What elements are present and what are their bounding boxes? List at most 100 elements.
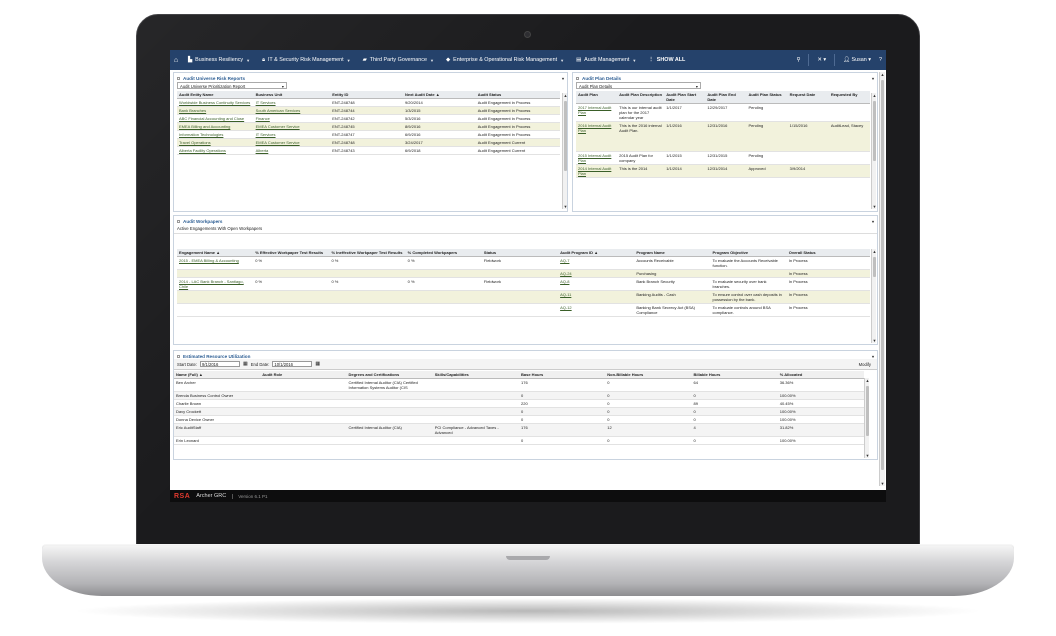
scrollbar[interactable]: ▲ ▼ [871,249,876,343]
scrollbar[interactable]: ▲ ▼ [864,378,869,458]
col-header[interactable]: Audit Plan End Date [705,91,747,104]
panel-menu-icon[interactable]: ▾ [871,75,874,81]
program-link[interactable]: AQ-24 [558,269,635,278]
col-header[interactable]: Entity ID [330,91,403,99]
start-date-input[interactable]: 9/1/2016 [200,361,241,367]
panel-toggle-icon[interactable] [177,76,180,80]
panel-toggle-icon[interactable] [576,76,579,80]
col-header[interactable]: Non-Billable Hours [605,371,692,379]
col-header[interactable]: Overall Status [786,249,870,257]
user-menu[interactable]: 👤︎ Susan ▾ [843,57,871,63]
scroll-up-icon[interactable]: ▲ [872,93,877,98]
col-header[interactable]: % Completed Workpapers [405,249,482,257]
col-header[interactable]: Base Hours [519,371,606,379]
col-header[interactable]: % Allocated [777,371,864,379]
entity-link[interactable]: Information Technologies [177,130,254,139]
scroll-up-icon[interactable]: ▲ [872,249,877,254]
scroll-down-icon[interactable]: ▼ [563,204,568,209]
scroll-up-icon[interactable]: ▲ [880,72,885,77]
col-header[interactable]: Request Date [787,91,829,104]
scrollbar[interactable]: ▲ ▼ [871,93,876,209]
home-icon[interactable]: ⌂ [173,56,179,64]
program-link[interactable]: AQ-11 [558,290,635,304]
nav-enterprise-risk[interactable]: ◆ Enterprise & Operational Risk Manageme… [440,57,570,63]
plan-link[interactable]: 2015 Internal Audit Plan [576,151,618,165]
panel-menu-icon[interactable]: ▾ [871,218,874,224]
search-icon[interactable]: ⚲ [796,57,801,63]
col-header[interactable]: Degrees and Certifications [346,371,433,379]
scroll-thumb[interactable] [881,80,884,470]
col-header[interactable]: Audit Role [260,371,347,379]
scroll-down-icon[interactable]: ▼ [865,453,870,458]
unit-link[interactable]: IT Services [253,98,331,107]
program-link[interactable]: AQ-8 [558,277,635,291]
scroll-thumb[interactable] [564,101,567,171]
program-link[interactable]: AQ-12 [558,303,635,317]
col-header[interactable]: Next Audit Date ▲ [402,91,476,99]
col-header[interactable]: Audit Program ID ▲ [558,249,635,257]
nav-it-security[interactable]: 🔒︎ IT & Security Risk Management ▼ [256,57,357,64]
col-header[interactable]: Status [481,249,559,257]
modify-link[interactable]: Modify [858,361,871,367]
program-link[interactable]: AQ-7 [558,256,635,270]
entity-link[interactable]: Travel Operations [177,138,254,147]
show-all-button[interactable]: ⋮ SHOW ALL [642,57,691,63]
nav-audit-management[interactable]: ▤ Audit Management ▼ [570,57,642,63]
calendar-icon[interactable]: ▦ [243,361,248,367]
col-header[interactable]: % Effective Workpaper Test Results [253,249,330,257]
engagement-link[interactable]: 2014 - LAC Bank Branch - Santiago, Chile [177,277,254,291]
entity-link[interactable]: ABC Financial Accounting and Close [177,114,254,123]
plan-link[interactable]: 2016 Internal Audit Plan [576,121,618,152]
col-header[interactable]: Audit Plan Start Date [664,91,706,104]
scroll-up-icon[interactable]: ▲ [563,93,568,98]
unit-link[interactable]: Finance [253,114,331,123]
panel-toggle-icon[interactable] [177,219,180,223]
scroll-down-icon[interactable]: ▼ [880,481,885,486]
col-header[interactable]: Program Name [634,249,711,257]
col-header[interactable]: Audit Plan Description [617,91,665,104]
end-date-input[interactable]: 10/1/2016 [272,361,313,367]
col-header[interactable]: Business Unit [253,91,331,99]
unit-link[interactable]: EMEA Customer Service [253,138,331,147]
scroll-up-icon[interactable]: ▲ [865,378,870,383]
scroll-thumb[interactable] [873,101,876,161]
panel-toggle-icon[interactable] [177,354,180,358]
report-select[interactable]: Audit Universe Prioritization Report ▾ [177,82,287,89]
unit-link[interactable]: Alberta [253,146,331,155]
col-header[interactable]: Audit Plan [576,91,618,104]
scroll-down-icon[interactable]: ▼ [872,204,877,209]
plan-select[interactable]: Audit Plan Details ▾ [576,82,701,89]
col-header[interactable]: Name (Full) ▲ [174,371,261,379]
col-header[interactable]: Engagement Name ▲ [177,249,254,257]
panel-menu-icon[interactable]: ▾ [561,75,564,81]
col-header[interactable]: Audit Entity Name [177,91,254,99]
scroll-down-icon[interactable]: ▼ [872,338,877,343]
unit-link[interactable]: EMEA Customer Service [253,122,331,131]
col-header[interactable]: Billable Hours [691,371,778,379]
plan-link[interactable]: 2014 Internal Audit Plan [576,164,618,178]
scroll-thumb[interactable] [873,257,876,277]
col-header[interactable]: % Ineffective Workpaper Test Results [329,249,406,257]
calendar-icon[interactable]: ▦ [315,361,321,367]
scroll-thumb[interactable] [866,386,869,436]
entity-link[interactable]: EMEA Billing and Accounting [177,122,254,131]
entity-link[interactable]: Worldwide Business Continuity Services [177,98,254,107]
col-header[interactable]: Skills/Capabilities [432,371,519,379]
col-header[interactable]: Audit Plan Status [746,91,788,104]
col-header[interactable]: Audit Status [475,91,560,99]
col-header[interactable]: Requested By [828,91,870,104]
unit-link[interactable]: IT Services [253,130,331,139]
page-scrollbar[interactable]: ▲ ▼ [879,72,885,486]
panel-menu-icon[interactable]: ▾ [871,353,874,359]
col-header[interactable]: Program Objective [710,249,787,257]
plan-link[interactable]: 2017 Internal Audit Plan [576,103,618,122]
nav-business-resiliency[interactable]: ▙ Business Resiliency ▼ [182,57,256,63]
tools-icon[interactable]: ✕ ▾ [817,57,827,63]
help-icon[interactable]: ? [879,57,882,63]
entity-link[interactable]: Bank Branches [177,106,254,115]
nav-third-party[interactable]: ▰ Third Party Governance ▼ [357,57,440,63]
unit-link[interactable]: South American Services [253,106,331,115]
scrollbar[interactable]: ▲ ▼ [562,93,567,209]
engagement-link[interactable]: 2015 - EMEA Billing & Accounting [177,256,254,270]
entity-link[interactable]: Alberta Facility Operations [177,146,254,155]
